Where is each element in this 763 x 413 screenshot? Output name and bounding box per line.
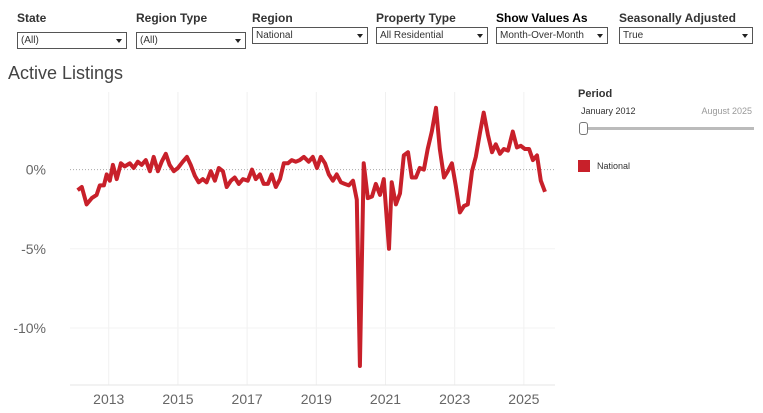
dropdown[interactable]: All Residential [376,27,488,44]
filter: Seasonally Adjusted True [619,11,753,44]
filter: Region Type (All) [136,11,246,49]
legend-label: National [597,161,631,171]
chart-title: Active Listings [8,63,124,83]
x-tick-label: 2013 [93,391,124,407]
dropdown[interactable]: True [619,27,753,44]
filter: State (All) [17,11,127,49]
y-tick-label: 0% [26,162,46,178]
legend: National [578,160,750,172]
series-line [76,105,547,368]
period-label: Period [578,88,613,100]
filter-label: Property Type [376,11,456,25]
x-tick-label: 2025 [508,391,539,407]
period-slider[interactable] [578,122,754,136]
period-end: August 2025 [701,106,752,116]
x-tick-label: 2015 [162,391,193,407]
y-tick-label: -5% [21,241,46,257]
filter: Region National [252,11,368,44]
x-tick-label: 2017 [232,391,263,407]
filter-label: Seasonally Adjusted [619,11,736,25]
y-tick-label: -10% [13,320,46,336]
legend-swatch [578,160,590,172]
filter-label: Region Type [136,11,208,25]
x-tick-label: 2021 [370,391,401,407]
slider-handle[interactable] [579,122,588,135]
filter-label: Region [252,11,293,25]
filter: Show Values As Month-Over-Month [496,11,608,44]
dropdown[interactable]: Month-Over-Month [496,27,608,44]
dropdown[interactable]: (All) [136,32,246,49]
filter-label: State [17,11,47,25]
x-tick-label: 2023 [439,391,470,407]
filter: Property Type All Residential [376,11,488,44]
dropdown[interactable]: National [252,27,368,44]
filter-label: Show Values As [496,11,588,25]
x-tick-label: 2019 [301,391,332,407]
slider-track [580,127,754,130]
side-panel: Period January 2012 August 2025 National [578,88,754,172]
dropdown[interactable]: (All) [17,32,127,49]
period-start: January 2012 [581,106,636,116]
